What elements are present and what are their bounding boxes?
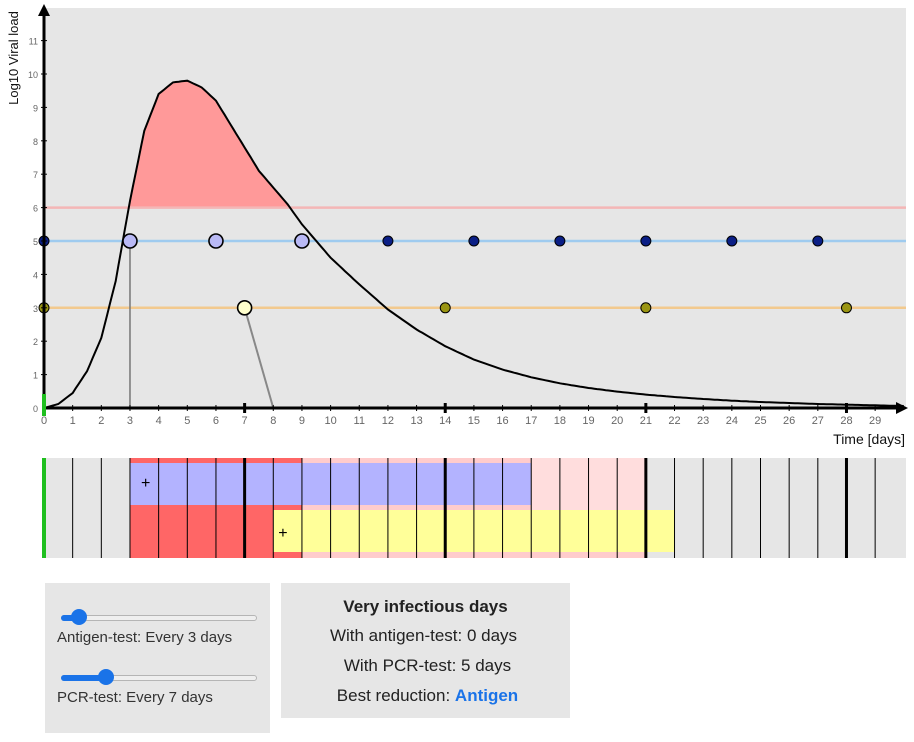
x-tick-label: 14 <box>439 415 451 427</box>
stats-title: Very infectious days <box>343 597 508 616</box>
stat-pcr-days: With PCR-test: 5 days <box>343 656 512 675</box>
antigen-test-point <box>382 235 394 247</box>
antigen-slider-group: Antigen-test: Every 3 days <box>57 607 267 657</box>
timeline-start-marker <box>42 458 46 558</box>
x-tick-label: 2 <box>98 415 104 427</box>
x-tick-label: 18 <box>554 415 566 427</box>
pcr-test-point-positive <box>236 299 253 316</box>
x-tick-label: 22 <box>668 415 680 427</box>
x-tick-label: 0 <box>41 415 47 427</box>
antigen-test-point-positive <box>208 233 224 249</box>
x-tick-label: 11 <box>354 415 365 427</box>
pcr-interval-label: PCR-test: Every 7 days <box>57 689 213 706</box>
x-tick-label: 9 <box>299 415 305 427</box>
y-tick-label: 9 <box>33 103 38 113</box>
y-tick-label: 3 <box>33 304 38 314</box>
x-tick-label: 24 <box>726 415 738 427</box>
y-tick-label: 10 <box>28 70 38 80</box>
antigen-test-point-positive <box>294 233 310 249</box>
y-tick-label: 4 <box>33 270 38 280</box>
y-axis-label: Log10 Viral load <box>6 11 21 105</box>
x-tick-label: 3 <box>127 415 133 427</box>
pcr-result-line <box>243 307 275 409</box>
pcr-slider-fill <box>61 675 106 681</box>
x-tick-label: 10 <box>324 415 336 427</box>
x-axis-arrow <box>896 402 908 414</box>
antigen-interval-label: Antigen-test: Every 3 days <box>57 629 233 646</box>
best-reduction-prefix: Best reduction: <box>336 686 455 705</box>
x-tick-label: 8 <box>270 415 276 427</box>
antigen-slider-track <box>61 615 257 621</box>
pcr-interval-slider[interactable] <box>57 667 257 687</box>
x-tick-label: 27 <box>812 415 824 427</box>
x-tick-label: 29 <box>869 415 881 427</box>
x-tick-label: 15 <box>468 415 480 427</box>
y-axis-arrow <box>38 4 50 16</box>
stats-panel: Very infectious days With antigen-test: … <box>281 583 570 718</box>
x-tick-label: 20 <box>611 415 623 427</box>
pcr-test-point <box>840 302 852 314</box>
pcr-test-point <box>439 302 451 314</box>
pcr-test-point <box>640 302 652 314</box>
x-tick-label: 5 <box>184 415 190 427</box>
x-tick-label: 28 <box>840 415 852 427</box>
stat-antigen-days: With antigen-test: 0 days <box>329 626 518 645</box>
x-tick-label: 12 <box>382 415 394 427</box>
x-tick-label: 21 <box>640 415 652 427</box>
x-tick-label: 4 <box>156 415 162 427</box>
x-tick-label: 13 <box>410 415 422 427</box>
antigen-test-point <box>726 235 738 247</box>
y-tick-label: 11 <box>29 37 38 47</box>
stat-best-reduction: Best reduction: Antigen <box>283 686 572 706</box>
x-tick-label: 7 <box>242 415 248 427</box>
antigen-test-point <box>554 235 566 247</box>
viral-load-chart: 0 1 2 3 4 5 6 7 8 9 10 11 12 13 14 15 16 17 18 19 20 21 22 23 24… <box>6 4 908 447</box>
antigen-slider-fill <box>61 615 79 621</box>
x-tick-label: 17 <box>525 415 537 427</box>
antigen-test-point <box>468 235 480 247</box>
controls-panel: Antigen-test: Every 3 days PCR-test: Eve… <box>45 583 270 733</box>
x-tick-label: 16 <box>496 415 508 427</box>
y-tick-label: 6 <box>33 204 38 214</box>
infectious-area <box>129 80 290 208</box>
antigen-test-point <box>640 235 652 247</box>
x-tick-label: 23 <box>697 415 709 427</box>
antigen-interval-slider[interactable] <box>57 607 257 627</box>
antigen-slider-thumb[interactable] <box>70 609 87 625</box>
pcr-slider-group: PCR-test: Every 7 days <box>57 667 267 717</box>
isolation-timeline: ++ <box>42 458 906 558</box>
x-tick-label: 19 <box>582 415 594 427</box>
y-tick-label: 7 <box>33 170 38 180</box>
x-tick-label: 26 <box>783 415 795 427</box>
viral-load-curve <box>43 79 904 409</box>
start-marker <box>42 394 46 416</box>
x-tick-label: 6 <box>213 415 219 427</box>
best-reduction-value: Antigen <box>454 686 519 705</box>
y-tick-label: 5 <box>33 237 38 247</box>
pcr-positive-mark: + <box>278 525 287 542</box>
y-tick-label: 1 <box>33 371 38 381</box>
x-axis-label: Time [days] <box>833 431 905 447</box>
antigen-test-point-positive <box>122 233 138 249</box>
x-tick-label: 1 <box>70 415 76 427</box>
antigen-positive-mark: + <box>141 475 150 492</box>
pcr-slider-thumb[interactable] <box>97 669 114 685</box>
y-tick-label: 2 <box>33 337 38 347</box>
x-tick-label: 25 <box>754 415 766 427</box>
y-tick-label: 0 <box>33 404 38 414</box>
y-tick-label: 8 <box>33 137 38 147</box>
antigen-test-point <box>812 235 824 247</box>
